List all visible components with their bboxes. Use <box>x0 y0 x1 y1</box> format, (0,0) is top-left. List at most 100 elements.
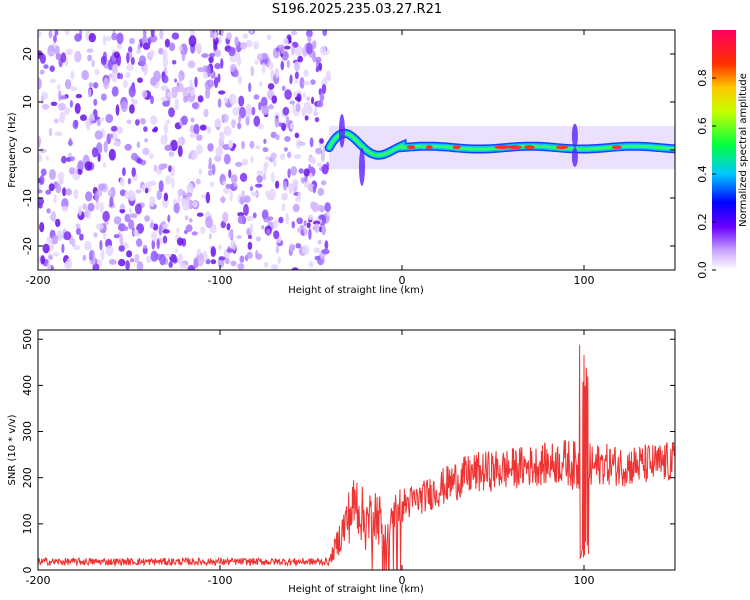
noise-blob <box>60 52 67 63</box>
noise-blob <box>210 259 217 265</box>
chart-title: S196.2025.235.03.27.R21 <box>272 2 442 17</box>
noise-blob <box>241 158 249 166</box>
signal-peak <box>406 145 416 150</box>
signal-peak <box>523 145 536 150</box>
noise-blob <box>48 127 53 137</box>
noise-blob <box>85 191 93 202</box>
noise-blob <box>86 122 90 131</box>
noise-blob <box>111 32 118 41</box>
noise-blob <box>264 190 271 197</box>
noise-blob <box>219 132 225 143</box>
spectrogram-y-tick-label: -20 <box>21 237 34 255</box>
noise-blob <box>159 253 166 266</box>
noise-blob <box>290 166 298 176</box>
noise-blob <box>55 183 62 194</box>
noise-blob <box>261 209 269 220</box>
noise-blob <box>208 56 214 64</box>
noise-blob <box>280 60 285 71</box>
noise-blob <box>70 86 78 92</box>
noise-blob <box>108 148 116 161</box>
noise-blob <box>191 231 198 236</box>
noise-blob <box>210 246 216 258</box>
noise-blob <box>255 249 259 258</box>
noise-blob <box>255 236 262 242</box>
snr-y-tick-label: 400 <box>21 375 34 396</box>
noise-blob <box>282 106 290 116</box>
noise-blob <box>127 178 132 185</box>
snr-line <box>38 344 675 570</box>
noise-blob <box>93 232 98 238</box>
noise-blob <box>143 30 147 38</box>
noise-blob <box>38 77 42 90</box>
spectrogram-signal-band <box>324 114 675 186</box>
colorbar-tick-label: 0.8 <box>696 69 709 87</box>
noise-blob <box>80 114 87 121</box>
noise-blob <box>188 35 197 47</box>
noise-blob <box>263 261 269 268</box>
noise-blob <box>318 214 326 220</box>
noise-blob <box>39 222 45 233</box>
noise-blob <box>220 196 226 203</box>
noise-blob <box>163 223 169 229</box>
noise-blob <box>189 218 193 223</box>
noise-blob <box>61 205 69 212</box>
noise-blob <box>111 125 118 132</box>
noise-blob <box>225 184 232 189</box>
noise-blob <box>275 180 280 189</box>
noise-blob <box>113 234 120 239</box>
noise-blob <box>113 51 120 59</box>
noise-blob <box>207 169 213 176</box>
noise-blob <box>174 78 178 83</box>
noise-blob <box>289 100 296 105</box>
noise-blob <box>91 59 95 68</box>
noise-blob <box>279 153 286 161</box>
noise-blob <box>103 77 110 90</box>
noise-blob <box>267 216 274 221</box>
noise-blob <box>164 38 170 48</box>
noise-blob <box>173 202 180 214</box>
noise-blob <box>288 243 296 252</box>
noise-blob <box>172 257 178 264</box>
noise-blob <box>314 117 320 123</box>
noise-blob <box>195 178 201 185</box>
noise-blob <box>213 76 219 88</box>
noise-blob <box>177 137 182 148</box>
noise-blob <box>160 135 168 145</box>
noise-blob <box>261 225 265 230</box>
noise-blob <box>224 257 230 265</box>
noise-blob <box>291 45 295 56</box>
noise-blob <box>163 123 168 135</box>
noise-blob <box>47 51 55 56</box>
noise-blob <box>64 79 72 90</box>
snr-x-axis: -200 -100 0 100 <box>26 330 595 587</box>
noise-blob <box>141 35 149 45</box>
noise-blob <box>142 246 148 255</box>
noise-blob <box>137 77 143 83</box>
noise-blob <box>38 182 41 189</box>
noise-blob <box>249 30 254 34</box>
noise-blob <box>178 45 183 52</box>
noise-blob <box>228 230 234 239</box>
noise-blob <box>150 95 154 105</box>
spectrogram-x-axis: -200 -100 0 100 <box>26 30 595 287</box>
noise-blob <box>99 201 104 214</box>
noise-blob <box>286 60 291 69</box>
noise-blob <box>311 96 314 105</box>
noise-blob <box>312 40 317 49</box>
noise-blob <box>72 173 81 181</box>
noise-blob <box>107 190 112 197</box>
noise-blob <box>174 248 178 254</box>
noise-blob <box>233 181 237 188</box>
noise-blob <box>237 75 243 85</box>
spectrogram-y-label: Frequency (Hz) <box>7 112 18 188</box>
noise-blob <box>183 96 188 103</box>
snr-y-tick-label: 500 <box>21 329 34 350</box>
noise-blob <box>142 147 150 156</box>
noise-blob <box>284 45 291 50</box>
noise-blob <box>296 93 302 103</box>
noise-blob <box>312 185 316 194</box>
noise-blob <box>40 168 47 176</box>
noise-blob <box>174 98 179 111</box>
noise-blob <box>39 175 45 185</box>
